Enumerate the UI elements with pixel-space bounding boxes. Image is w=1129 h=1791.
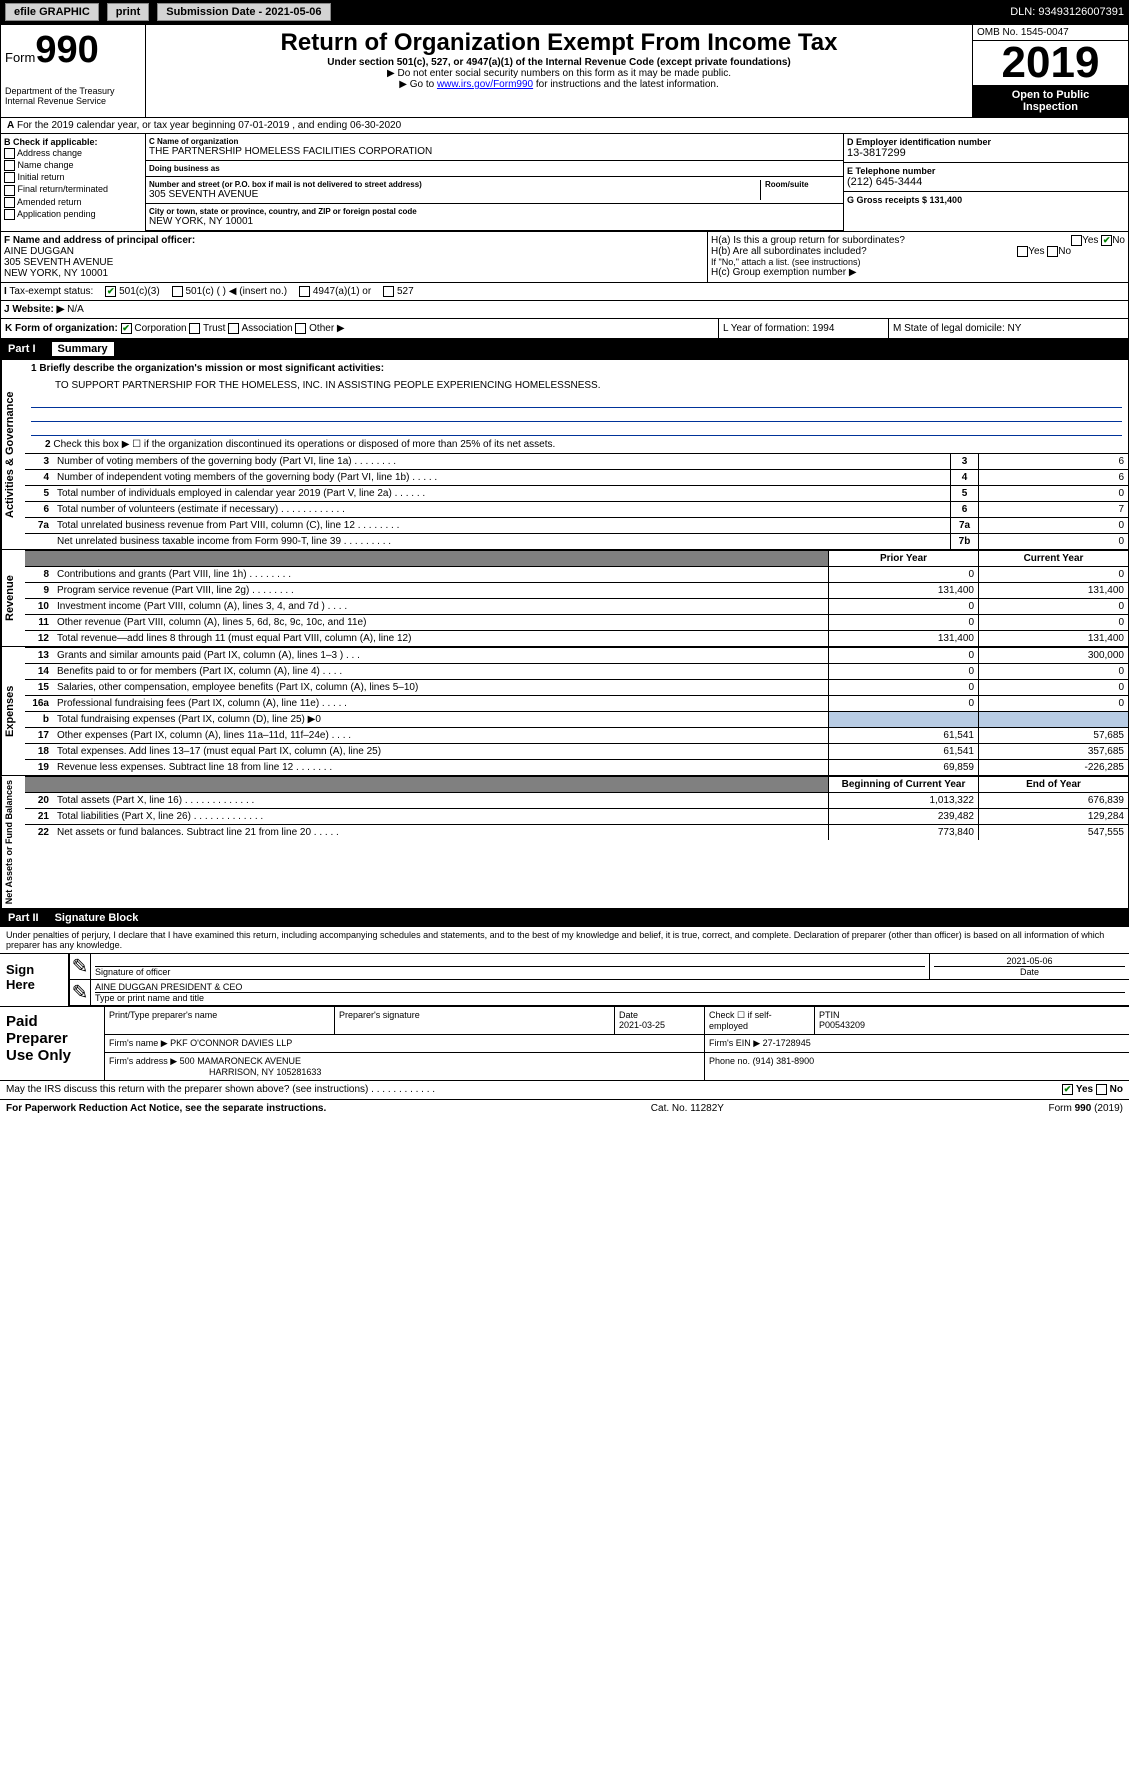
501c3-check[interactable] bbox=[105, 286, 116, 297]
table-row: 9Program service revenue (Part VIII, lin… bbox=[25, 582, 1128, 598]
section-a: A For the 2019 calendar year, or tax yea… bbox=[0, 118, 1129, 134]
telephone: (212) 645-3444 bbox=[847, 176, 1125, 188]
summary-exp: Expenses 13Grants and similar amounts pa… bbox=[0, 647, 1129, 776]
table-row: 10Investment income (Part VIII, column (… bbox=[25, 598, 1128, 614]
table-row: 7aTotal unrelated business revenue from … bbox=[25, 517, 1128, 533]
mission-text: TO SUPPORT PARTNERSHIP FOR THE HOMELESS,… bbox=[25, 377, 1128, 394]
form-number: 990 bbox=[35, 29, 98, 71]
info-grid: B Check if applicable: Address change Na… bbox=[0, 134, 1129, 232]
state-domicile: M State of legal domicile: NY bbox=[888, 319, 1128, 338]
check-final[interactable]: Final return/terminated bbox=[4, 184, 142, 195]
officer-row: F Name and address of principal officer:… bbox=[0, 232, 1129, 283]
gross-receipts: G Gross receipts $ 131,400 bbox=[847, 195, 1125, 205]
print-button[interactable]: print bbox=[107, 3, 149, 21]
table-row: Net unrelated business taxable income fr… bbox=[25, 533, 1128, 549]
form-header: Form990 Department of the Treasury Inter… bbox=[0, 24, 1129, 118]
ein: 13-3817299 bbox=[847, 147, 1125, 159]
check-address[interactable]: Address change bbox=[4, 148, 142, 159]
form-note1: ▶ Do not enter social security numbers o… bbox=[150, 68, 968, 79]
dln: DLN: 93493126007391 bbox=[1010, 6, 1124, 18]
table-row: 22Net assets or fund balances. Subtract … bbox=[25, 824, 1128, 840]
table-row: 4Number of independent voting members of… bbox=[25, 469, 1128, 485]
table-row: 15Salaries, other compensation, employee… bbox=[25, 679, 1128, 695]
officer-name: AINE DUGGAN bbox=[4, 246, 74, 257]
part2-header: Part II Signature Block bbox=[0, 909, 1129, 927]
discuss-yes[interactable] bbox=[1062, 1084, 1073, 1095]
tax-status-row: I Tax-exempt status: 501(c)(3) 501(c) ( … bbox=[0, 283, 1129, 301]
summary-rev: Revenue Prior YearCurrent Year 8Contribu… bbox=[0, 550, 1129, 647]
ptin: P00543209 bbox=[819, 1020, 865, 1030]
table-row: 5Total number of individuals employed in… bbox=[25, 485, 1128, 501]
summary-ag: Activities & Governance 1 Briefly descri… bbox=[0, 359, 1129, 550]
sign-block: Sign Here ✎ Signature of officer 2021-05… bbox=[0, 954, 1129, 1007]
table-row: bTotal fundraising expenses (Part IX, co… bbox=[25, 711, 1128, 727]
table-row: 8Contributions and grants (Part VIII, li… bbox=[25, 566, 1128, 582]
check-amended[interactable]: Amended return bbox=[4, 197, 142, 208]
table-row: 6Total number of volunteers (estimate if… bbox=[25, 501, 1128, 517]
right-box: OMB No. 1545-0047 2019 Open to Public In… bbox=[973, 25, 1128, 117]
form-title: Return of Organization Exempt From Incom… bbox=[150, 29, 968, 57]
signer-name: AINE DUGGAN PRESIDENT & CEO bbox=[95, 982, 1125, 992]
table-row: 17Other expenses (Part IX, column (A), l… bbox=[25, 727, 1128, 743]
part1-header: Part I Summary bbox=[0, 339, 1129, 359]
check-initial[interactable]: Initial return bbox=[4, 172, 142, 183]
table-row: 16aProfessional fundraising fees (Part I… bbox=[25, 695, 1128, 711]
table-row: 19Revenue less expenses. Subtract line 1… bbox=[25, 759, 1128, 775]
org-city: NEW YORK, NY 10001 bbox=[149, 216, 840, 227]
table-row: 13Grants and similar amounts paid (Part … bbox=[25, 647, 1128, 663]
title-box: Return of Organization Exempt From Incom… bbox=[146, 25, 973, 117]
col-right: D Employer identification number13-38172… bbox=[843, 134, 1128, 231]
perjury-text: Under penalties of perjury, I declare th… bbox=[0, 927, 1129, 954]
form-org-row: K Form of organization: Corporation Trus… bbox=[0, 319, 1129, 339]
firm-name: PKF O'CONNOR DAVIES LLP bbox=[170, 1038, 292, 1048]
inspection-badge: Open to Public Inspection bbox=[973, 85, 1128, 117]
col-b: B Check if applicable: Address change Na… bbox=[1, 134, 146, 231]
form-word: Form bbox=[5, 50, 35, 65]
check-pending[interactable]: Application pending bbox=[4, 209, 142, 220]
table-row: 14Benefits paid to or for members (Part … bbox=[25, 663, 1128, 679]
ha-no-check[interactable] bbox=[1101, 235, 1112, 246]
top-bar: efile GRAPHIC print Submission Date - 20… bbox=[0, 0, 1129, 24]
pen-icon: ✎ bbox=[70, 980, 90, 1005]
summary-net: Net Assets or Fund Balances Beginning of… bbox=[0, 776, 1129, 909]
website-value: N/A bbox=[67, 304, 84, 315]
corp-check[interactable] bbox=[121, 323, 132, 334]
form990-link[interactable]: www.irs.gov/Form990 bbox=[437, 79, 533, 90]
col-mid: C Name of organizationTHE PARTNERSHIP HO… bbox=[146, 134, 843, 231]
table-row: 11Other revenue (Part VIII, column (A), … bbox=[25, 614, 1128, 630]
org-name: THE PARTNERSHIP HOMELESS FACILITIES CORP… bbox=[149, 146, 840, 157]
discuss-row: May the IRS discuss this return with the… bbox=[0, 1081, 1129, 1098]
submission-date: Submission Date - 2021-05-06 bbox=[157, 3, 330, 21]
pen-icon: ✎ bbox=[70, 954, 90, 979]
dept-label: Department of the Treasury Internal Reve… bbox=[5, 86, 141, 106]
table-row: 12Total revenue—add lines 8 through 11 (… bbox=[25, 630, 1128, 646]
check-name[interactable]: Name change bbox=[4, 160, 142, 171]
paid-block: Paid Preparer Use Only Print/Type prepar… bbox=[0, 1007, 1129, 1081]
table-row: 3Number of voting members of the governi… bbox=[25, 453, 1128, 469]
table-row: 18Total expenses. Add lines 13–17 (must … bbox=[25, 743, 1128, 759]
org-address: 305 SEVENTH AVENUE bbox=[149, 189, 760, 200]
website-row: J Website: ▶ N/A bbox=[0, 301, 1129, 319]
efile-badge: efile GRAPHIC bbox=[5, 3, 99, 21]
form-subtitle: Under section 501(c), 527, or 4947(a)(1)… bbox=[150, 57, 968, 68]
tax-year: 2019 bbox=[973, 41, 1128, 85]
footer: For Paperwork Reduction Act Notice, see … bbox=[0, 1099, 1129, 1117]
year-formation: L Year of formation: 1994 bbox=[718, 319, 888, 338]
table-row: 20Total assets (Part X, line 16) . . . .… bbox=[25, 792, 1128, 808]
form-note2: ▶ Go to www.irs.gov/Form990 for instruct… bbox=[150, 79, 968, 90]
form-number-box: Form990 Department of the Treasury Inter… bbox=[1, 25, 146, 117]
table-row: 21Total liabilities (Part X, line 26) . … bbox=[25, 808, 1128, 824]
